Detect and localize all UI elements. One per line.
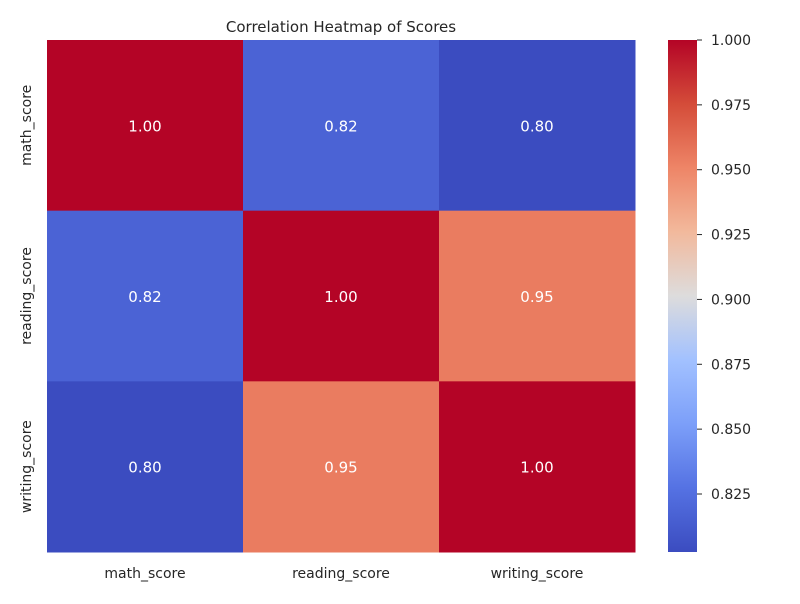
cell-value-label: 0.82	[324, 117, 357, 135]
colorbar-tick-label: 1.000	[711, 33, 751, 49]
cell-value-label: 0.95	[520, 288, 553, 306]
y-tick-label-math_score: math_score	[19, 85, 35, 166]
cell-value-label: 0.95	[324, 459, 357, 477]
heatmap-cell-writing_score-reading_score	[243, 381, 440, 553]
heatmap-cell-writing_score-math_score	[47, 381, 244, 553]
heatmap-cell-math_score-math_score	[47, 40, 244, 212]
colorbar-tick-label: 0.850	[711, 422, 751, 438]
cell-value-label: 1.00	[520, 459, 553, 477]
heatmap-cell-labels: 1.00 0.82 0.80 0.82 1.00 0.95 0.80 0.95 1.00	[128, 117, 553, 476]
cell-value-label: 1.00	[324, 288, 357, 306]
heatmap-cell-reading_score-math_score	[47, 210, 244, 382]
cell-value-label: 0.80	[128, 459, 161, 477]
heatmap-cell-reading_score-writing_score	[439, 210, 636, 382]
x-tick-label-reading_score: reading_score	[292, 566, 390, 582]
chart-title: Correlation Heatmap of Scores	[226, 18, 456, 36]
x-tick-labels: math_score reading_score writing_score	[104, 566, 583, 582]
colorbar-ticks: 0.825 0.850 0.875 0.900 0.925 0.950 0.975 1.000	[697, 33, 751, 503]
y-tick-label-reading_score: reading_score	[19, 247, 35, 345]
colorbar-tick-label: 0.950	[711, 163, 751, 179]
heatmap-cell-math_score-reading_score	[243, 40, 440, 212]
x-tick-label-writing_score: writing_score	[491, 566, 584, 582]
heatmap-cell-reading_score-reading_score	[243, 210, 440, 382]
heatmap-cells	[47, 40, 636, 553]
cell-value-label: 0.80	[520, 117, 553, 135]
cell-value-label: 1.00	[128, 117, 161, 135]
y-tick-labels: math_score reading_score writing_score	[19, 85, 35, 513]
colorbar-tick-label: 0.900	[711, 292, 751, 308]
heatmap-cell-writing_score-writing_score	[439, 381, 636, 553]
x-tick-label-math_score: math_score	[104, 566, 185, 582]
cell-value-label: 0.82	[128, 288, 161, 306]
colorbar-tick-label: 0.825	[711, 487, 751, 503]
colorbar	[668, 40, 697, 552]
colorbar-tick-label: 0.875	[711, 357, 751, 373]
y-tick-label-writing_score: writing_score	[19, 420, 35, 513]
colorbar-tick-label: 0.975	[711, 98, 751, 114]
colorbar-tick-label: 0.925	[711, 228, 751, 244]
heatmap-cell-math_score-writing_score	[439, 40, 636, 212]
